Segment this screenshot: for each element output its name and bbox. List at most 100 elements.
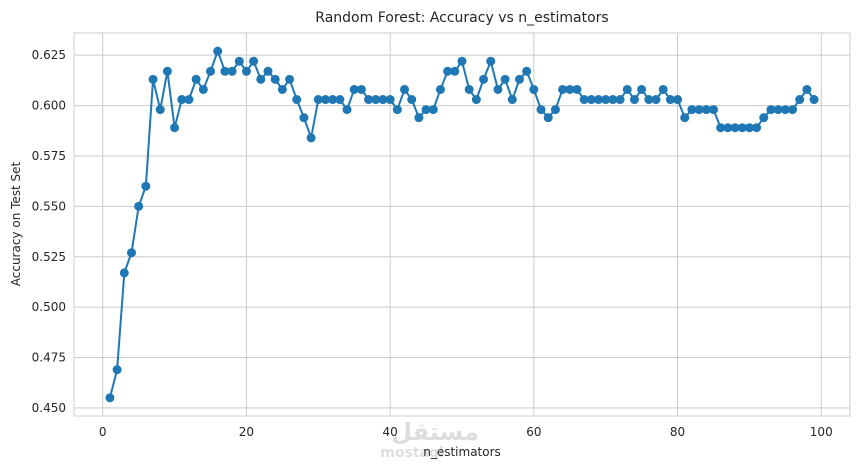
data-point: [594, 95, 604, 105]
data-point: [752, 123, 762, 133]
data-point: [701, 105, 711, 115]
data-point: [400, 84, 410, 94]
data-point: [126, 248, 136, 258]
data-point: [249, 56, 259, 66]
data-point: [277, 84, 287, 94]
data-point: [206, 66, 216, 76]
data-point: [514, 74, 524, 84]
data-point: [177, 95, 187, 105]
data-point: [421, 105, 431, 115]
data-point: [586, 95, 596, 105]
x-tick-label: 0: [99, 425, 107, 439]
y-tick-label: 0.600: [32, 99, 66, 113]
data-point: [270, 74, 280, 84]
data-point: [292, 95, 302, 105]
data-point: [658, 84, 668, 94]
data-point: [342, 105, 352, 115]
data-point: [471, 95, 481, 105]
data-point: [665, 95, 675, 105]
data-point: [737, 123, 747, 133]
data-point: [356, 84, 366, 94]
y-tick-labels: 0.450 0.475 0.500 0.525 0.550 0.575 0.600 0.625: [32, 48, 66, 415]
y-tick-label: 0.575: [32, 149, 66, 163]
data-point: [529, 84, 539, 94]
data-point: [486, 56, 496, 66]
data-point: [558, 84, 568, 94]
data-point: [716, 123, 726, 133]
data-point: [450, 66, 460, 76]
data-point: [550, 105, 560, 115]
data-point: [673, 95, 683, 105]
data-point: [457, 56, 467, 66]
x-tick-labels: 0 20 40 60 80 100: [99, 425, 833, 439]
data-point: [428, 105, 438, 115]
data-point: [802, 84, 812, 94]
data-point: [299, 113, 309, 123]
y-tick-label: 0.450: [32, 401, 66, 415]
data-point: [184, 95, 194, 105]
data-point: [493, 84, 503, 94]
data-point: [435, 84, 445, 94]
data-point: [622, 84, 632, 94]
y-tick-label: 0.525: [32, 250, 66, 264]
data-point: [227, 66, 237, 76]
data-point: [162, 66, 172, 76]
data-point: [349, 84, 359, 94]
data-point: [148, 74, 158, 84]
watermark-text: مستقل: [391, 418, 479, 446]
data-point: [809, 95, 819, 105]
x-tick-label: 40: [383, 425, 398, 439]
y-tick-label: 0.550: [32, 199, 66, 213]
x-tick-label: 20: [239, 425, 254, 439]
data-point: [234, 56, 244, 66]
data-point: [141, 181, 151, 191]
data-point: [565, 84, 575, 94]
data-point: [708, 105, 718, 115]
data-point: [780, 105, 790, 115]
y-gridlines: [74, 54, 850, 409]
data-point: [601, 95, 611, 105]
watermark-sub: mostaql: [380, 445, 444, 461]
data-point: [256, 74, 266, 84]
data-point: [694, 105, 704, 115]
data-point: [191, 74, 201, 84]
data-point: [392, 105, 402, 115]
data-point: [629, 95, 639, 105]
data-point: [680, 113, 690, 123]
data-point: [730, 123, 740, 133]
data-point: [579, 95, 589, 105]
data-point: [500, 74, 510, 84]
data-point: [572, 84, 582, 94]
data-point: [479, 74, 489, 84]
data-point: [723, 123, 733, 133]
data-point: [285, 74, 295, 84]
data-point: [644, 95, 654, 105]
y-tick-label: 0.625: [32, 48, 66, 62]
data-point: [744, 123, 754, 133]
data-point: [637, 84, 647, 94]
data-point: [328, 95, 338, 105]
data-point: [320, 95, 330, 105]
chart-title: Random Forest: Accuracy vs n_estimators: [315, 10, 608, 26]
data-point: [759, 113, 769, 123]
data-point: [464, 84, 474, 94]
x-tick-label: 100: [810, 425, 833, 439]
data-point: [170, 123, 180, 133]
x-axis-label: n_estimators: [423, 445, 501, 459]
data-point: [220, 66, 230, 76]
y-tick-label: 0.500: [32, 300, 66, 314]
data-point: [213, 46, 223, 56]
data-point: [155, 105, 165, 115]
data-point: [795, 95, 805, 105]
data-point: [507, 95, 517, 105]
data-point: [371, 95, 381, 105]
data-point: [134, 201, 144, 211]
data-point: [385, 95, 395, 105]
data-point: [119, 268, 129, 278]
data-point: [608, 95, 618, 105]
data-point: [536, 105, 546, 115]
data-point: [766, 105, 776, 115]
data-point: [773, 105, 783, 115]
data-point: [105, 393, 115, 403]
